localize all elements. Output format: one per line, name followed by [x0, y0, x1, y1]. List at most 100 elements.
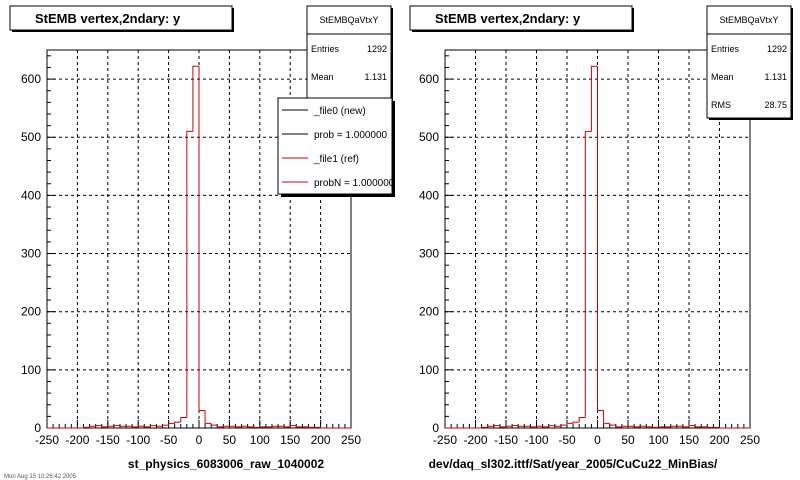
plot-panel-1: -250 -200 -150 -100 -50 0 50 100 150 200 250 0 100 20…	[9, 5, 395, 471]
histogram-bin	[493, 425, 500, 427]
x-tick-label: 200	[709, 433, 729, 447]
histogram-bin	[204, 410, 212, 424]
histogram-bin	[505, 425, 513, 427]
histogram-bin	[180, 417, 187, 423]
plot-title: StEMB vertex,2ndary: y	[35, 11, 181, 26]
x-tick-label: -250	[35, 433, 59, 447]
x-tick-label: 100	[250, 433, 270, 447]
stats-label: Mean	[711, 72, 734, 82]
histogram-bin	[82, 426, 90, 428]
footer-timestamp: Mon Aug 15 10:26:42 2005	[4, 474, 77, 480]
x-tick-label: -100	[126, 433, 150, 447]
histogram-bin	[645, 426, 653, 428]
histogram-bin	[174, 421, 181, 424]
histogram-bin	[137, 425, 145, 427]
histogram-bin	[155, 425, 163, 427]
histogram-bin	[633, 426, 641, 428]
histogram-bin	[289, 425, 297, 427]
y-tick-label: 400	[419, 188, 439, 202]
histogram-bin	[107, 425, 114, 427]
x-tick-label: 250	[740, 433, 760, 447]
stats-value: 1292	[767, 44, 787, 54]
histogram-bin	[101, 425, 108, 428]
histogram-bin	[517, 425, 525, 427]
histogram-bin	[719, 427, 726, 429]
x-tick-label: -50	[558, 433, 576, 447]
histogram-bin	[131, 426, 139, 428]
stats-value: 1.131	[764, 72, 787, 82]
x-tick-label: -200	[65, 433, 89, 447]
histogram-bin	[529, 426, 537, 428]
legend-label: probN = 1.000000	[314, 178, 395, 189]
histogram-bin	[572, 421, 580, 424]
histogram-bin	[682, 426, 689, 428]
x-tick-label: -100	[524, 433, 548, 447]
y-tick-label: 0	[432, 421, 439, 435]
histogram-bin	[511, 425, 519, 427]
histogram-bin	[542, 426, 549, 428]
y-tick-label: 400	[21, 188, 41, 202]
histogram-bin	[603, 410, 610, 424]
histogram-bin	[706, 426, 714, 428]
stats-label: Entries	[711, 44, 740, 54]
histogram-bin	[198, 66, 206, 412]
histogram-bin	[234, 426, 242, 428]
x-tick-label: 100	[648, 433, 668, 447]
histogram-bin	[247, 426, 254, 428]
histogram-bin	[487, 425, 494, 428]
x-axis-label: dev/daq_sl302.ittf/Sat/year_2005/CuCu22_…	[429, 457, 718, 471]
histogram-bin	[95, 425, 102, 427]
histogram-bin	[560, 424, 567, 427]
histogram-bin	[210, 423, 218, 426]
x-tick-label: 0	[196, 433, 203, 447]
stats-box	[706, 5, 792, 119]
histogram-bin	[149, 425, 157, 427]
y-tick-label: 500	[419, 130, 439, 144]
histogram-bin	[253, 426, 260, 428]
title-box	[409, 5, 633, 31]
y-tick-label: 0	[34, 421, 41, 435]
x-tick-label: 150	[679, 433, 699, 447]
x-tick-label: -150	[494, 433, 518, 447]
histogram-bin	[271, 425, 279, 427]
histogram-bin	[216, 425, 224, 428]
legend-label: _file0 (new)	[313, 106, 366, 117]
y-tick-label: 300	[419, 247, 439, 261]
stats-name: StEMBQaVtxY	[719, 15, 778, 25]
histogram-bin	[192, 65, 199, 132]
histogram-bin	[566, 422, 574, 426]
histogram-bin	[590, 65, 598, 132]
y-tick-label: 200	[419, 305, 439, 319]
histogram-bin	[481, 426, 488, 428]
histogram-bin	[688, 425, 696, 427]
legend-label: _file1 (ref)	[313, 154, 359, 165]
x-tick-label: -200	[463, 433, 487, 447]
histogram-bin	[283, 426, 291, 428]
histogram-bin	[536, 425, 543, 427]
stats-label: RMS	[711, 100, 731, 110]
histogram-bin	[295, 425, 303, 428]
histogram-bin	[609, 423, 616, 426]
histogram-bin	[259, 426, 266, 428]
x-tick-label: 50	[223, 433, 237, 447]
x-tick-label: -150	[96, 433, 120, 447]
y-tick-label: 600	[21, 72, 41, 86]
histogram-bin	[320, 427, 327, 429]
stats-label: Mean	[311, 72, 334, 82]
y-tick-label: 300	[21, 247, 41, 261]
y-tick-label: 500	[21, 130, 41, 144]
legend-label: prob = 1.000000	[314, 130, 388, 141]
histogram-bin	[694, 425, 702, 428]
histogram-bin	[639, 425, 647, 427]
y-tick-label: 200	[21, 305, 41, 319]
stats-label: Entries	[311, 44, 340, 54]
histogram-bin	[578, 417, 586, 423]
y-tick-label: 100	[419, 363, 439, 377]
x-axis-label: st_physics_6083006_raw_1040002	[128, 457, 324, 471]
stats-value: 1292	[367, 44, 387, 54]
histogram-bin	[307, 426, 315, 428]
x-tick-label: 200	[311, 433, 331, 447]
histogram-bin	[143, 426, 151, 428]
x-tick-label: -50	[160, 433, 178, 447]
